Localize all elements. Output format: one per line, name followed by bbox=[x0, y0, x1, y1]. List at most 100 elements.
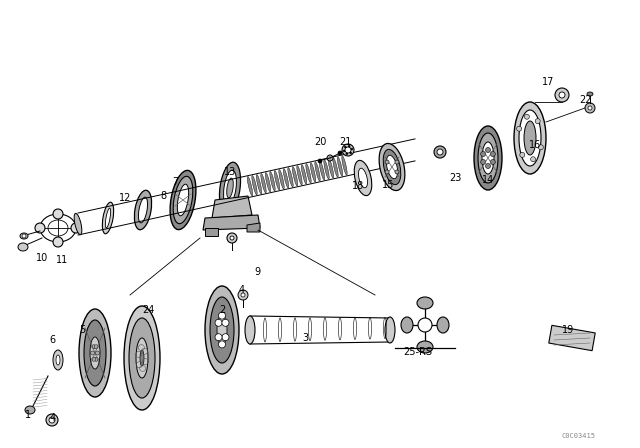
Text: 19: 19 bbox=[562, 325, 574, 335]
Circle shape bbox=[385, 170, 389, 174]
Ellipse shape bbox=[53, 237, 63, 247]
Ellipse shape bbox=[587, 92, 593, 96]
Circle shape bbox=[418, 318, 432, 332]
Circle shape bbox=[555, 88, 569, 102]
Text: 3: 3 bbox=[302, 333, 308, 343]
Ellipse shape bbox=[379, 143, 405, 190]
Circle shape bbox=[524, 114, 529, 119]
Ellipse shape bbox=[519, 110, 541, 166]
Ellipse shape bbox=[210, 297, 234, 363]
Ellipse shape bbox=[482, 142, 494, 174]
Circle shape bbox=[385, 160, 389, 164]
Circle shape bbox=[585, 103, 595, 113]
Ellipse shape bbox=[223, 170, 236, 206]
Ellipse shape bbox=[71, 223, 81, 233]
Ellipse shape bbox=[437, 149, 443, 155]
Ellipse shape bbox=[217, 315, 227, 345]
Ellipse shape bbox=[102, 202, 114, 234]
Ellipse shape bbox=[134, 190, 152, 230]
Ellipse shape bbox=[342, 155, 347, 175]
Ellipse shape bbox=[288, 168, 293, 187]
Ellipse shape bbox=[354, 160, 372, 196]
Ellipse shape bbox=[74, 213, 82, 235]
Ellipse shape bbox=[170, 170, 196, 230]
Text: 9: 9 bbox=[254, 267, 260, 277]
Circle shape bbox=[92, 357, 96, 361]
Ellipse shape bbox=[220, 162, 241, 214]
Ellipse shape bbox=[173, 177, 193, 224]
Ellipse shape bbox=[524, 121, 536, 155]
Circle shape bbox=[395, 160, 399, 164]
Text: 15: 15 bbox=[382, 180, 394, 190]
Ellipse shape bbox=[306, 164, 311, 183]
Ellipse shape bbox=[324, 159, 329, 179]
Ellipse shape bbox=[90, 337, 100, 369]
Polygon shape bbox=[212, 196, 252, 218]
Circle shape bbox=[516, 126, 522, 131]
Ellipse shape bbox=[205, 286, 239, 374]
Ellipse shape bbox=[338, 151, 342, 155]
Circle shape bbox=[91, 351, 95, 355]
Ellipse shape bbox=[318, 159, 322, 163]
Text: 20: 20 bbox=[314, 137, 326, 147]
Circle shape bbox=[481, 151, 486, 156]
Ellipse shape bbox=[310, 163, 316, 182]
Ellipse shape bbox=[478, 133, 498, 183]
Circle shape bbox=[349, 152, 352, 154]
Text: 16: 16 bbox=[529, 140, 541, 150]
Ellipse shape bbox=[434, 146, 446, 158]
Circle shape bbox=[486, 147, 490, 152]
Circle shape bbox=[222, 334, 229, 340]
Ellipse shape bbox=[417, 341, 433, 353]
Ellipse shape bbox=[270, 172, 275, 191]
Ellipse shape bbox=[328, 159, 333, 178]
Ellipse shape bbox=[25, 406, 35, 414]
Ellipse shape bbox=[140, 350, 144, 366]
Circle shape bbox=[215, 319, 222, 326]
Ellipse shape bbox=[53, 350, 63, 370]
Circle shape bbox=[346, 153, 348, 155]
Circle shape bbox=[520, 152, 525, 157]
Ellipse shape bbox=[358, 168, 367, 188]
Ellipse shape bbox=[22, 234, 26, 238]
Ellipse shape bbox=[292, 167, 298, 186]
Polygon shape bbox=[205, 228, 218, 236]
Circle shape bbox=[481, 159, 486, 164]
Circle shape bbox=[535, 119, 540, 124]
Ellipse shape bbox=[177, 184, 189, 216]
Ellipse shape bbox=[124, 306, 160, 410]
Ellipse shape bbox=[56, 355, 60, 365]
Ellipse shape bbox=[138, 197, 148, 223]
Ellipse shape bbox=[284, 168, 289, 188]
Text: 21: 21 bbox=[339, 137, 351, 147]
Text: 11: 11 bbox=[56, 255, 68, 265]
Ellipse shape bbox=[48, 220, 68, 236]
Circle shape bbox=[490, 159, 495, 164]
Ellipse shape bbox=[35, 223, 45, 233]
Circle shape bbox=[49, 417, 55, 423]
Ellipse shape bbox=[247, 177, 253, 196]
Text: 13: 13 bbox=[224, 167, 236, 177]
Ellipse shape bbox=[342, 144, 354, 156]
Text: 5: 5 bbox=[79, 325, 85, 335]
Circle shape bbox=[227, 233, 237, 243]
Circle shape bbox=[343, 150, 345, 152]
Ellipse shape bbox=[337, 157, 342, 176]
Circle shape bbox=[559, 92, 565, 98]
Polygon shape bbox=[548, 325, 595, 351]
Circle shape bbox=[218, 312, 225, 319]
Ellipse shape bbox=[514, 102, 546, 174]
Text: 12: 12 bbox=[119, 193, 131, 203]
Ellipse shape bbox=[387, 155, 397, 179]
Text: C0C03415: C0C03415 bbox=[561, 433, 595, 439]
Ellipse shape bbox=[437, 317, 449, 333]
Circle shape bbox=[218, 341, 225, 348]
Text: 14: 14 bbox=[482, 175, 494, 185]
Ellipse shape bbox=[301, 164, 307, 184]
Text: 22: 22 bbox=[579, 95, 591, 105]
Circle shape bbox=[395, 170, 399, 174]
Ellipse shape bbox=[256, 174, 262, 194]
Circle shape bbox=[230, 236, 234, 240]
Text: 24: 24 bbox=[142, 305, 154, 315]
Ellipse shape bbox=[245, 316, 255, 344]
